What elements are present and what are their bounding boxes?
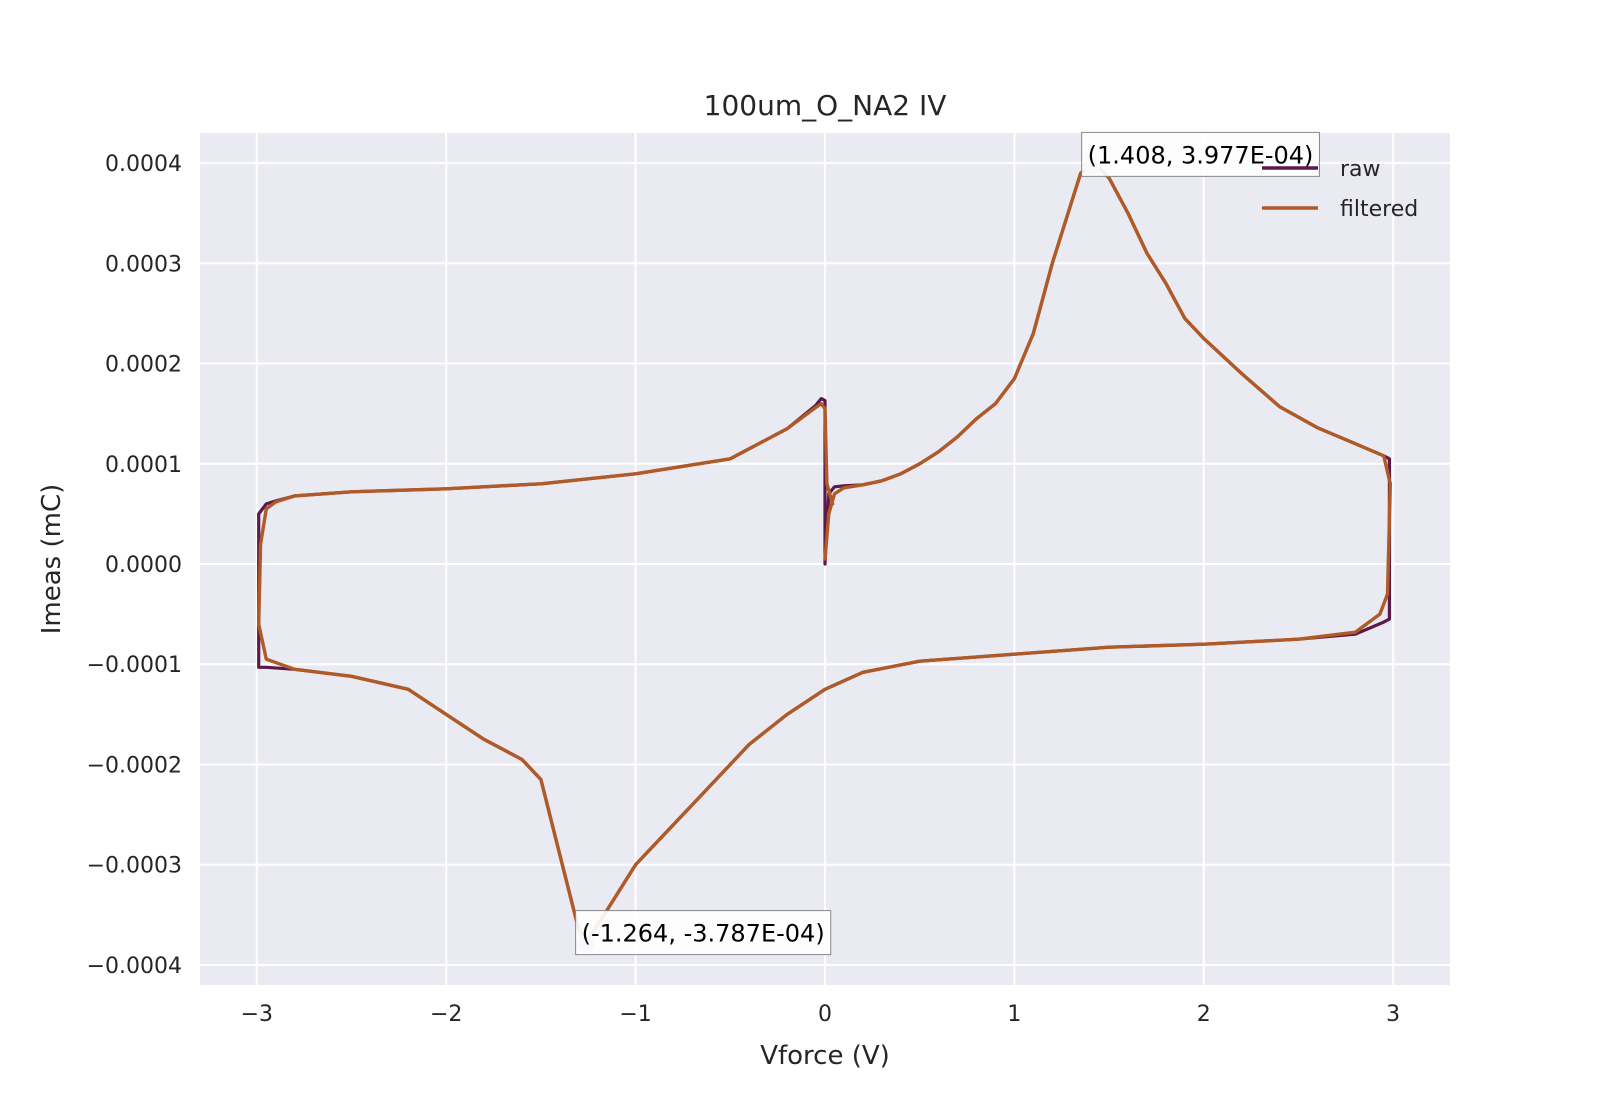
series-lines — [257, 163, 1393, 946]
x-tick-label: 2 — [1197, 1002, 1211, 1027]
annotation-label: (1.408, 3.977E-04) — [1088, 141, 1314, 169]
y-tick-label: 0.0001 — [105, 453, 182, 478]
y-tick-label: −0.0002 — [87, 753, 182, 778]
x-tick-label: 1 — [1007, 1002, 1021, 1027]
y-tick-label: 0.0000 — [105, 553, 182, 578]
y-tick-label: −0.0004 — [87, 954, 182, 979]
annotation-box: (1.408, 3.977E-04) — [1081, 131, 1320, 177]
y-tick-label: −0.0003 — [87, 854, 182, 879]
x-tick-label: −2 — [430, 1002, 462, 1027]
legend-label-filtered: filtered — [1340, 197, 1418, 222]
x-tick-label: −1 — [619, 1002, 651, 1027]
series-line-filtered — [257, 163, 1393, 946]
x-tick-label: 0 — [818, 1002, 832, 1027]
annotation-box: (-1.264, -3.787E-04) — [575, 910, 832, 956]
chart-title: 100um_O_NA2 IV — [704, 89, 947, 122]
x-tick-label: −3 — [241, 1002, 273, 1027]
legend-label-raw: raw — [1340, 157, 1381, 182]
annotations: (1.408, 3.977E-04) (-1.264, -3.787E-04) — [575, 131, 1320, 956]
annotation-frame — [575, 910, 832, 956]
x-tick-label: 3 — [1386, 1002, 1400, 1027]
y-tick-label: 0.0004 — [105, 152, 182, 177]
y-axis-label: Imeas (mC) — [37, 484, 67, 635]
y-tick-label: 0.0003 — [105, 252, 182, 277]
legend: raw filtered — [1262, 157, 1418, 222]
tick-labels: −3 −2 −1 0 1 2 3 0.0004 0.0003 0.0002 0.0001 0.0000… — [87, 152, 1401, 1027]
x-axis-label: Vforce (V) — [760, 1041, 890, 1071]
y-tick-label: −0.0001 — [87, 653, 182, 678]
y-tick-label: 0.0002 — [105, 353, 182, 378]
annotation-label: (-1.264, -3.787E-04) — [582, 920, 825, 948]
